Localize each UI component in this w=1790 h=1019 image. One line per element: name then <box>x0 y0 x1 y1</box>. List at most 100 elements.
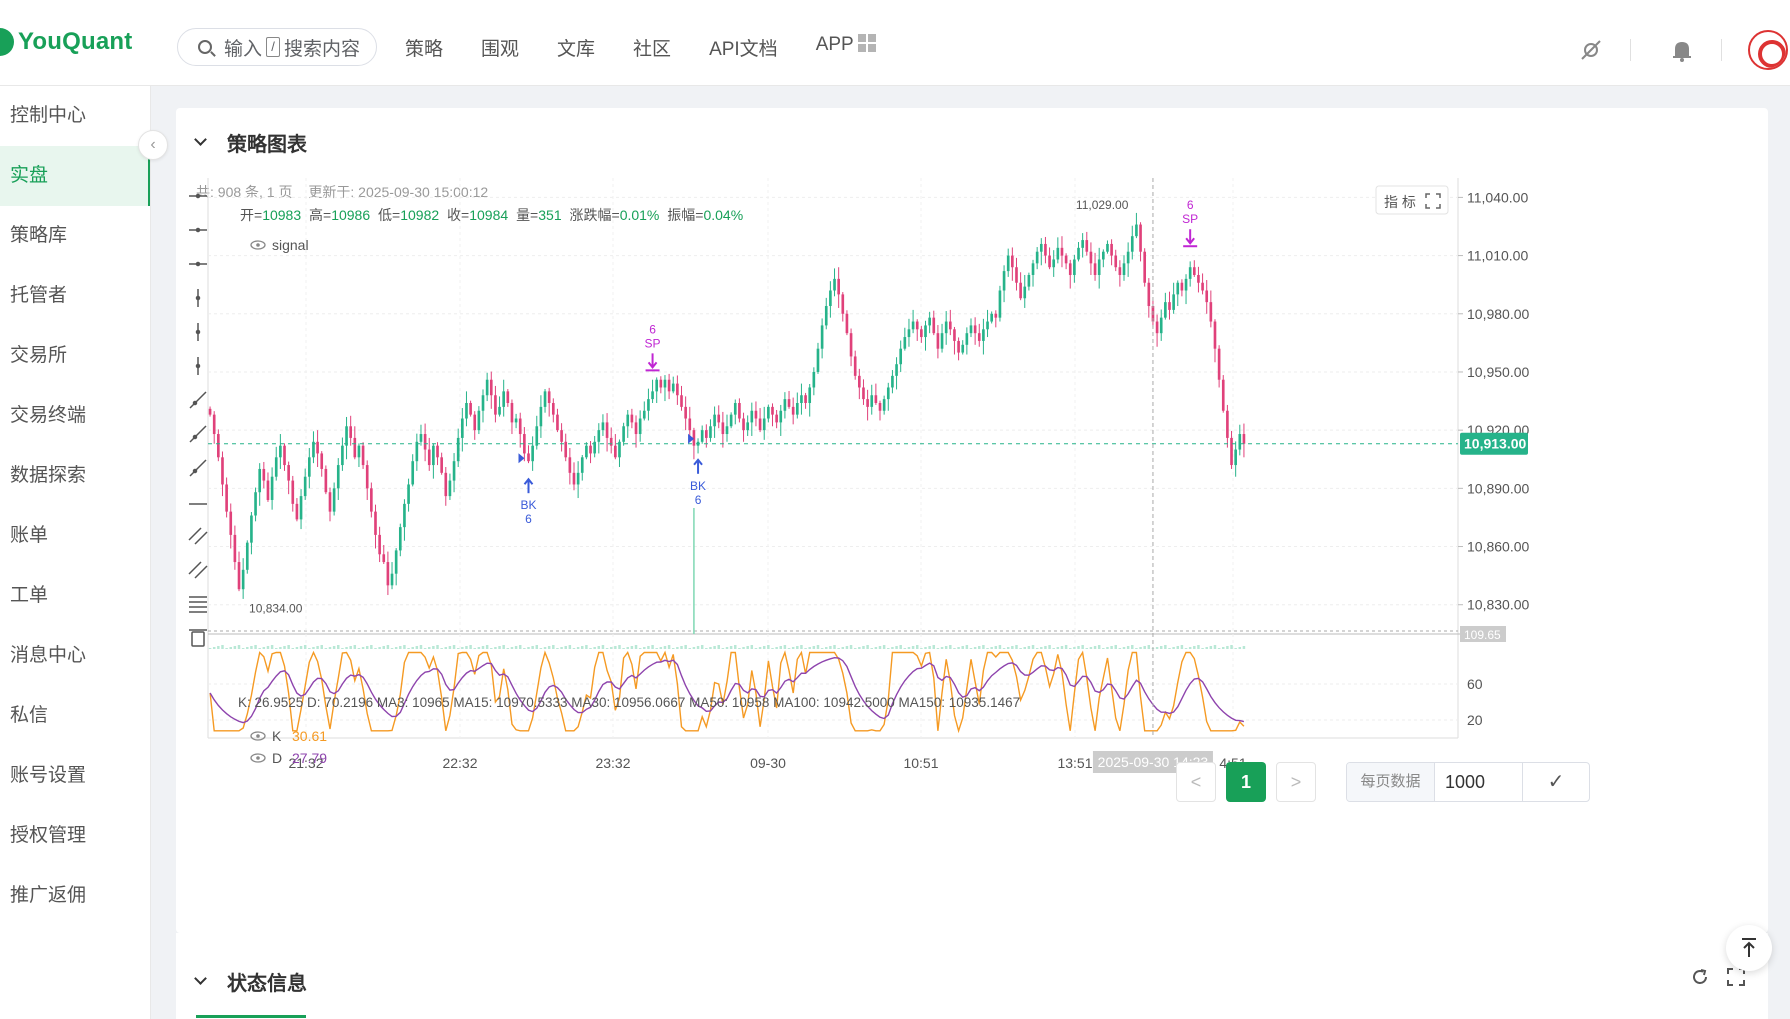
avatar[interactable] <box>1748 30 1788 70</box>
nav-app[interactable]: APP <box>816 34 876 61</box>
volume-bar <box>1023 647 1026 649</box>
candle-body <box>1201 282 1204 291</box>
volume-bar <box>461 647 464 649</box>
candle-body <box>874 395 878 403</box>
volume-bar <box>1069 648 1072 649</box>
volume-bar <box>572 648 576 649</box>
volume-bar <box>783 645 787 649</box>
logo[interactable]: YouQuant <box>0 28 132 56</box>
volume-bar <box>1110 646 1113 649</box>
sidebar-item-authorization[interactable]: 授权管理 <box>10 825 87 846</box>
trend-line-tool-icon[interactable] <box>189 391 207 409</box>
candle-body <box>1023 286 1027 299</box>
sidebar-item-exchanges[interactable]: 交易所 <box>10 345 68 366</box>
volume-bar <box>1002 648 1006 649</box>
fib-channel-tool-icon[interactable] <box>188 561 208 579</box>
sidebar-item-private-messages[interactable]: 私信 <box>10 705 49 726</box>
candle-body <box>345 426 348 446</box>
nav-community[interactable]: 社区 <box>633 39 672 60</box>
volume-bar <box>779 646 783 649</box>
sidebar-item-data-explore[interactable]: 数据探索 <box>10 465 87 486</box>
candle-body <box>580 457 584 473</box>
sidebar-item-account-settings[interactable]: 账号设置 <box>10 765 87 786</box>
volume-bar <box>957 647 960 649</box>
card-header[interactable]: 策略图表 <box>194 128 307 157</box>
volume-bar <box>924 647 927 649</box>
volume-bar <box>680 646 683 649</box>
volume-bar <box>1114 645 1117 649</box>
sidebar-item-tickets[interactable]: 工单 <box>10 585 49 606</box>
tool-line <box>194 565 208 579</box>
vertical-line-tool-icon[interactable] <box>195 289 201 307</box>
sidebar-item-billing[interactable]: 账单 <box>10 525 49 546</box>
candle-body <box>456 437 460 462</box>
ray-line-tool-icon[interactable] <box>189 425 207 443</box>
vertical-ray-tool-icon[interactable] <box>195 323 201 341</box>
candle-body <box>523 434 526 454</box>
candle-body <box>700 430 704 442</box>
nav-watch[interactable]: 围观 <box>481 39 520 60</box>
candle-body <box>977 333 981 341</box>
candle-body <box>212 414 216 435</box>
tool-body <box>191 631 205 647</box>
volume-bar <box>510 647 514 649</box>
card2-header[interactable]: 状态信息 <box>194 967 307 996</box>
fullscreen-icon[interactable] <box>1425 193 1441 209</box>
candlestick-chart[interactable]: 11,040.00 11,010.00 10,980.00 10,950.00 10,9… <box>176 108 1768 868</box>
volume-bar <box>1155 647 1159 649</box>
nav-strategy[interactable]: 策略 <box>405 39 444 60</box>
back-to-top-button[interactable] <box>1726 925 1772 971</box>
nav-api-docs[interactable]: API文档 <box>709 39 778 60</box>
per-page-confirm-button[interactable]: ✓ <box>1547 771 1565 793</box>
theme-toggle-icon[interactable] <box>1578 37 1604 63</box>
volume-bar <box>1073 647 1076 649</box>
parallel-channel-tool-icon[interactable] <box>188 527 208 545</box>
volume-bar <box>767 645 770 649</box>
delete-icon[interactable] <box>189 629 207 647</box>
kd-legend[interactable]: K 30.61 D 27.79 <box>250 728 327 766</box>
sidebar-item-messages[interactable]: 消息中心 <box>10 645 87 666</box>
fib-retracement-tool-icon[interactable] <box>189 596 207 613</box>
nav-library[interactable]: 文库 <box>557 39 596 60</box>
candle-body <box>1155 321 1159 334</box>
volume-bar <box>473 648 476 649</box>
signal-legend[interactable]: signal <box>250 237 309 253</box>
current-page[interactable]: 1 <box>1226 762 1266 802</box>
horizontal-line-tool-icon[interactable] <box>189 193 207 199</box>
volume-bar <box>1031 645 1035 649</box>
candle-body <box>576 472 580 485</box>
prev-page-button[interactable]: < <box>1176 762 1216 802</box>
volume-bar <box>295 647 299 649</box>
sidebar-item-custodians[interactable]: 托管者 <box>10 285 68 306</box>
search-input[interactable]: 输入 / 搜索内容 <box>177 28 377 66</box>
volume-bar <box>266 646 270 649</box>
qr-grid-icon <box>857 34 876 52</box>
volume-bar <box>816 645 820 649</box>
refresh-icon[interactable] <box>1690 967 1710 987</box>
sidebar-item-dashboard[interactable]: 控制中心 <box>10 105 87 126</box>
sidebar-item-referral[interactable]: 推广返佣 <box>10 885 87 906</box>
volume-bar <box>337 645 340 649</box>
candle-body <box>733 403 737 415</box>
bell-icon[interactable] <box>1669 37 1695 63</box>
sidebar-item-strategy-library[interactable]: 策略库 <box>10 225 68 246</box>
candle-body <box>824 306 828 326</box>
volume-bar <box>696 646 700 649</box>
next-page-button[interactable]: > <box>1276 762 1316 802</box>
sidebar-item-live-trading[interactable]: 实盘 <box>0 146 150 206</box>
horizontal-segment-tool-icon[interactable] <box>189 261 207 267</box>
indicator-button[interactable]: 指 标 <box>1375 185 1449 215</box>
candle-body <box>1110 243 1113 256</box>
sidebar-collapse-button[interactable]: ‹ <box>138 130 168 160</box>
candle-body <box>1238 434 1242 450</box>
volume-bar <box>1201 648 1204 649</box>
volume-bar <box>961 646 964 649</box>
candle-body <box>254 492 257 516</box>
vertical-segment-tool-icon[interactable] <box>195 357 201 375</box>
sidebar-item-trading-terminal[interactable]: 交易终端 <box>10 405 87 426</box>
segment-tool-icon[interactable] <box>189 459 207 477</box>
candle-body <box>812 371 816 388</box>
candle-body <box>882 399 886 411</box>
horizontal-ray-tool-icon[interactable] <box>189 227 207 233</box>
per-page-input[interactable]: 1000 <box>1435 763 1523 801</box>
